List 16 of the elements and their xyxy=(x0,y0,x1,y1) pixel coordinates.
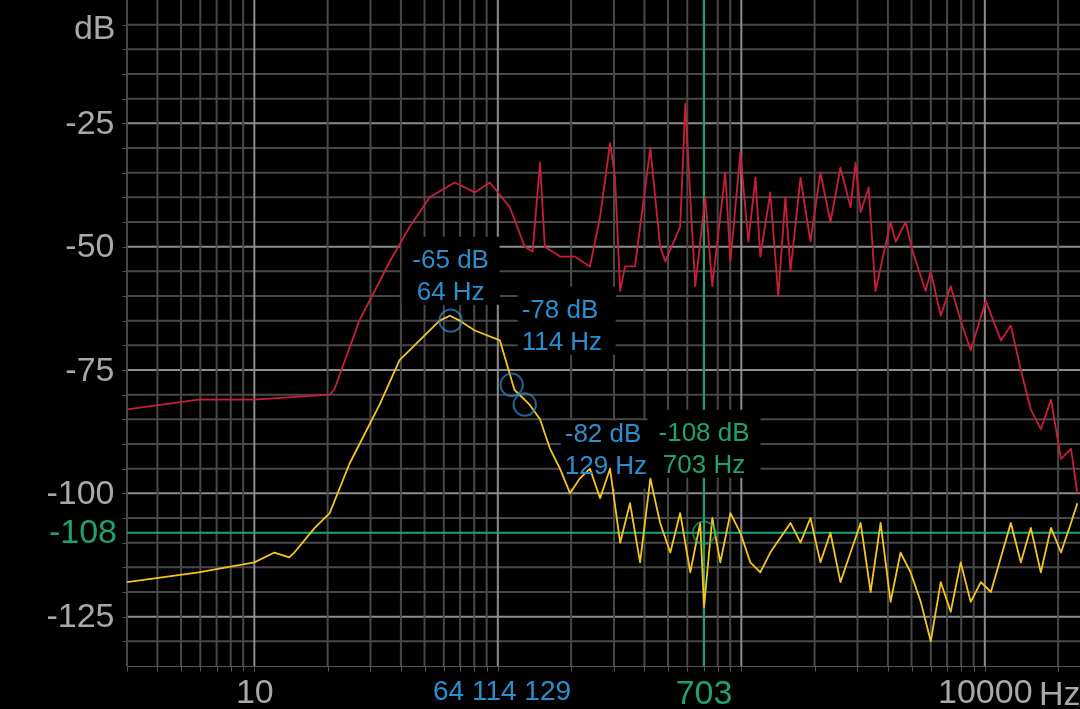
ref-line-label: 703 xyxy=(675,673,733,709)
x-tick-label: 10 xyxy=(235,671,274,709)
y-tick-label: -125 xyxy=(46,596,115,635)
y-tick-label: -50 xyxy=(65,226,115,265)
text: 64 114 129 xyxy=(432,675,572,706)
x-tick-label: 10000 xyxy=(938,671,1033,709)
annotation: -82 dB 129 Hz xyxy=(564,417,648,480)
x-axis-title: Hz xyxy=(1038,673,1080,709)
annotation: -78 dB 114 Hz xyxy=(521,293,603,356)
ref-line-label: -108 xyxy=(48,511,117,550)
y-tick-label: -25 xyxy=(65,102,115,141)
y-axis-title: dB xyxy=(73,7,116,46)
y-tick-label: -75 xyxy=(65,349,115,388)
annotation: -65 dB 64 Hz xyxy=(412,243,489,306)
y-tick-label: -100 xyxy=(46,472,115,511)
annotation: -108 dB 703 Hz xyxy=(658,416,750,479)
